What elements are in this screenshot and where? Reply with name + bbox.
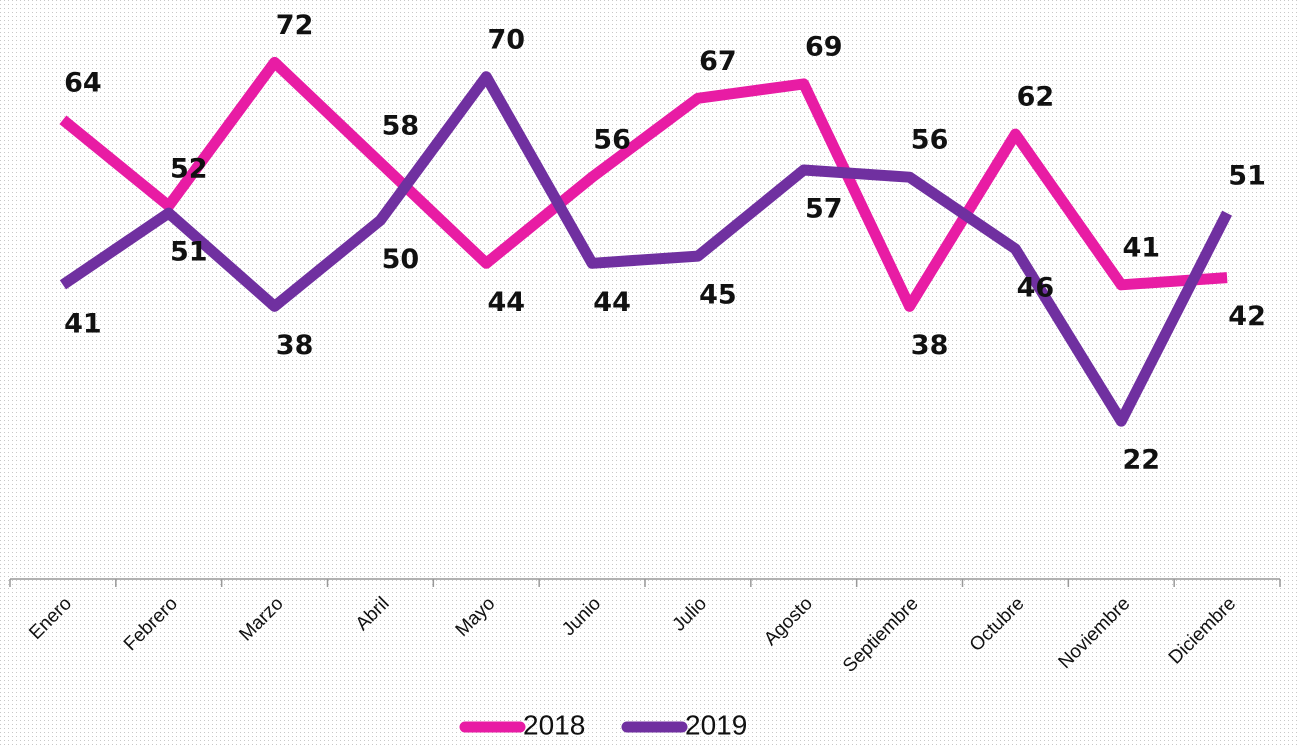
data-label: 52: [170, 153, 208, 184]
data-label: 56: [593, 125, 631, 156]
data-label: 46: [1017, 272, 1055, 303]
data-label: 22: [1122, 445, 1160, 476]
data-label: 50: [382, 244, 420, 275]
data-label: 64: [64, 67, 102, 98]
legend-label: 2018: [523, 709, 585, 740]
data-label: 51: [1228, 161, 1266, 192]
data-label: 69: [805, 31, 843, 62]
data-label: 57: [805, 194, 843, 225]
series-line: [59, 56, 1228, 312]
data-label: 58: [382, 110, 420, 141]
data-label: 56: [911, 125, 949, 156]
data-label: 67: [699, 46, 737, 77]
data-label: 38: [276, 330, 314, 361]
data-label: 72: [276, 10, 314, 41]
data-label: 38: [911, 330, 949, 361]
data-label: 51: [170, 237, 208, 268]
data-label: 44: [593, 287, 631, 318]
data-label: 41: [64, 308, 102, 339]
data-label: 44: [487, 287, 525, 318]
data-label: 45: [699, 280, 737, 311]
data-label: 62: [1017, 82, 1055, 113]
data-label: 42: [1228, 301, 1266, 332]
data-label: 70: [487, 24, 525, 55]
data-label: 41: [1122, 232, 1160, 263]
legend-label: 2019: [685, 709, 747, 740]
series-line: [59, 71, 1232, 427]
